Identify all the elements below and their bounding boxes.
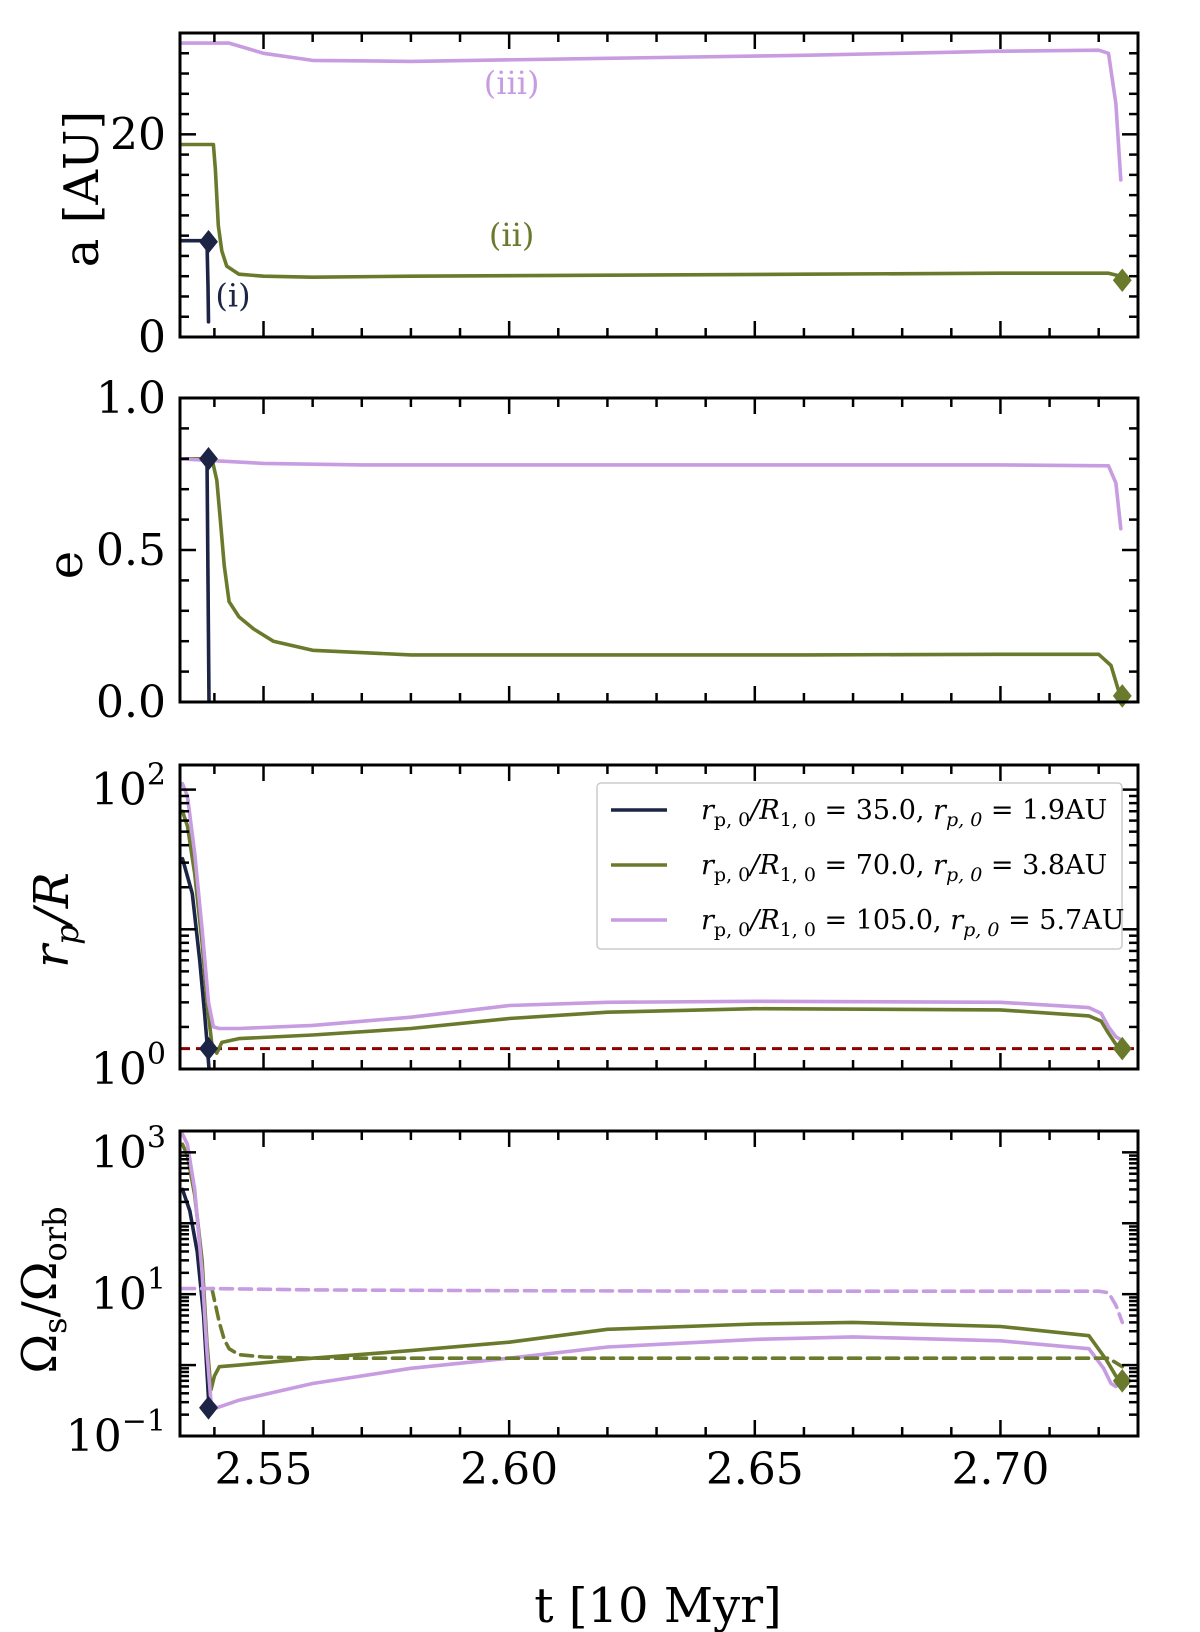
y-tick-label: 0 — [138, 312, 166, 363]
ylabel-rp-sub: p — [48, 924, 86, 944]
legend: rp, 0/R1, 0 = 35.0, rp, 0 = 1.9AU rp, 0/R… — [596, 782, 1124, 950]
series-line-ii — [180, 142, 1125, 283]
ylabel-rp: rp/R — [24, 872, 86, 968]
y-tick-label: 0.0 — [96, 677, 166, 728]
y-tick-label: 101 — [91, 1262, 166, 1320]
series-line-i — [180, 1187, 211, 1410]
end-marker-ii — [1112, 1036, 1132, 1061]
axes-frame — [178, 1129, 1140, 1438]
panel-eccentricity: 0.0 0.5 1.0 — [96, 373, 1140, 728]
end-marker-i — [199, 229, 218, 254]
series-line-ii — [180, 1142, 1125, 1392]
end-marker-ii — [1112, 1369, 1132, 1393]
ylabel-rp-r: r — [24, 942, 80, 968]
y-tick-label: 1.0 — [96, 373, 166, 424]
x-tick-label: 2.60 — [460, 1444, 558, 1495]
axes-frame — [178, 31, 1140, 339]
y-tick-label: 103 — [91, 1120, 166, 1178]
y-tick-label: 20 — [110, 109, 166, 160]
y-tick-label: 10−1 — [66, 1404, 166, 1462]
end-marker-ii — [1112, 268, 1132, 293]
plot-area — [180, 1132, 1125, 1410]
legend-label-iii: rp, 0/R1, 0 = 105.0, rp, 0 = 5.7AU — [701, 905, 1124, 941]
end-marker-i — [199, 1036, 218, 1061]
legend-frame — [596, 782, 1123, 950]
annotation-iii: (iii) — [484, 64, 540, 102]
plot-area — [180, 456, 1125, 702]
annotation-i: (i) — [215, 277, 250, 315]
y-tick-label: 0.5 — [96, 525, 166, 576]
ylabel-a: a [AU] — [54, 111, 110, 267]
ylabel-e: e — [38, 551, 94, 579]
x-tick-label: 2.65 — [706, 1444, 804, 1495]
axes-frame — [178, 763, 1140, 1071]
series-line-iii — [180, 1132, 1125, 1410]
annotation-ii: (ii) — [489, 216, 534, 254]
ylabel-rp-rest: /R — [24, 872, 80, 928]
series-line-iii — [180, 41, 1123, 182]
ylabel-omega: Ωs/Ωorb — [12, 1206, 74, 1373]
y-tick-label: 100 — [91, 1037, 166, 1095]
ylabel-omega-s: Ω — [12, 1334, 68, 1374]
x-tick-label: 2.55 — [215, 1444, 313, 1495]
legend-label-ii: rp, 0/R1, 0 = 70.0, rp, 0 = 3.8AU — [701, 850, 1107, 886]
series-line-ii — [180, 456, 1125, 698]
end-marker-i — [199, 1395, 218, 1420]
panel-semi-major-axis: (i) (ii) (iii) 0 20 — [110, 31, 1140, 363]
y-tick-label: 102 — [91, 758, 166, 816]
series-line-i — [180, 238, 211, 324]
series-line-iii-dashed — [180, 1286, 1125, 1325]
x-tick-label: 2.70 — [951, 1444, 1049, 1495]
series-line-iii — [180, 456, 1123, 531]
panel-spin-ratio: 10−1 101 103 2.55 2.60 2.65 2.70 — [66, 1120, 1140, 1495]
series-line-ii-dashed — [210, 1286, 1125, 1369]
series-line-iii — [180, 781, 1125, 1043]
plot-area — [180, 41, 1125, 324]
end-marker-i — [199, 446, 218, 471]
legend-label-i: rp, 0/R1, 0 = 35.0, rp, 0 = 1.9AU — [701, 795, 1107, 831]
xlabel: t [10 Myr] — [534, 1578, 782, 1632]
